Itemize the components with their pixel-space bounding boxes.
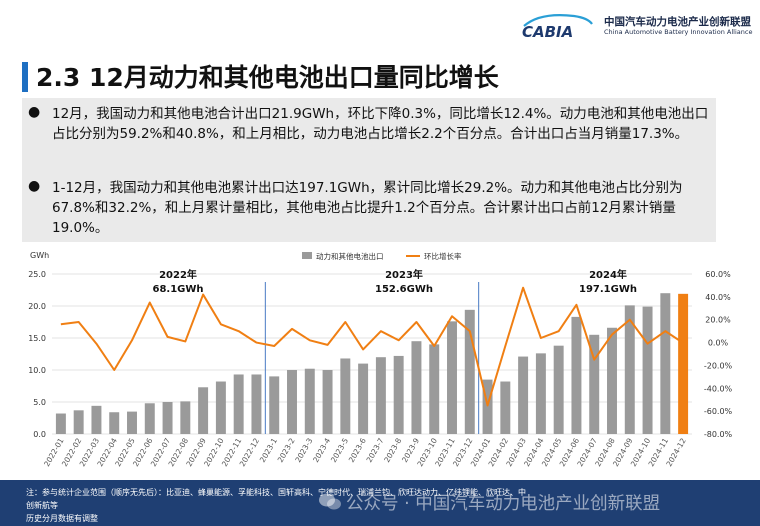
bar-2022-03 <box>91 405 102 434</box>
bar-2023-4 <box>322 370 333 434</box>
y-tick-label-left: 25.0 <box>28 270 46 279</box>
bullet-text-cumulative: 1-12月，我国动力和其他电池累计出口达197.1GWh，累计同比增长29.2%… <box>52 180 683 236</box>
annotation-year: 2022年 <box>159 268 197 281</box>
bar-2022-08 <box>180 401 191 434</box>
bar-2022-07 <box>162 402 173 434</box>
y-tick-label-right: 0.0% <box>708 339 729 348</box>
bar-2023-1 <box>269 376 280 434</box>
annotation-total: 197.1GWh <box>579 284 637 295</box>
y-tick-label-right: 40.0% <box>705 293 731 302</box>
annotation-total: 68.1GWh <box>152 284 203 295</box>
legend-label-bar: 动力和其他电池出口 <box>316 251 384 261</box>
bar-2024-09 <box>624 305 635 434</box>
y-tick-label-left: 5.0 <box>33 398 46 407</box>
bar-2023-7 <box>375 357 386 434</box>
bar-2024-07 <box>589 334 600 434</box>
annotation-year: 2023年 <box>385 268 423 281</box>
y-tick-label-right: -60.0% <box>704 407 733 416</box>
year-annotations: 2022年 68.1GWh 2023年 152.6GWh 2024年 197.1GWh <box>152 268 637 295</box>
annotation-year: 2024年 <box>589 268 627 281</box>
bullet-dot-icon: ● <box>28 104 41 120</box>
annotation-total: 152.6GWh <box>375 284 433 295</box>
legend-swatch-bar <box>302 252 312 259</box>
x-axis-labels: 2022-012022-022022-032022-042022-052022-… <box>42 436 688 468</box>
watermark-text: 公众号 · 中国汽车动力电池产业创新联盟 <box>346 494 661 514</box>
brand-name-cn: 中国汽车动力电池产业创新联盟 <box>604 16 751 28</box>
footer-bar: 注：参与统计企业范围（顺序无先后）：比亚迪、蜂巢能源、孚能科技、国轩高科、宁德时… <box>0 480 760 526</box>
bullet-text-monthly: 12月，我国动力和其他电池合计出口21.9GWh，环比下降0.3%，同比增长12… <box>52 106 709 142</box>
y-tick-label-right: 20.0% <box>705 316 731 325</box>
bar-2023-5 <box>340 358 351 434</box>
cabia-logo-icon: CABIA <box>522 14 593 40</box>
bar-2023-8 <box>393 355 404 434</box>
bar-2023-3 <box>304 368 315 434</box>
y-tick-label-right: -40.0% <box>704 384 733 393</box>
growth-rate-line <box>60 286 684 407</box>
y-axis-right: -80.0% -60.0% -40.0% -20.0% 0.0% 20.0% 40.0% 60… <box>704 270 733 439</box>
bar-2023-6 <box>358 363 369 434</box>
chart-legend: 动力和其他电池出口 环比增长率 <box>302 251 462 261</box>
summary-box: ● 12月，我国动力和其他电池合计出口21.9GWh，环比下降0.3%，同比增长… <box>22 98 716 242</box>
y-tick-label-left: 15.0 <box>28 334 46 343</box>
bullet-dot-icon: ● <box>28 178 41 194</box>
brand-logo: CABIA 中国汽车动力电池产业创新联盟 China Automotive Ba… <box>518 12 754 40</box>
bar-2022-05 <box>127 411 137 434</box>
chart-gridlines <box>52 273 692 435</box>
bar-2023-2 <box>287 370 297 434</box>
bar-2022-01 <box>55 413 66 434</box>
bar-2024-05 <box>553 345 564 434</box>
page-title-bar: 2.3 12月动力和其他电池出口量同比增长 <box>22 54 712 98</box>
y-axis-unit-label: GWh <box>30 251 49 260</box>
y-tick-label-right: -20.0% <box>704 361 733 370</box>
bar-2024-01 <box>482 379 493 434</box>
footer-note-line1: 注：参与统计企业范围（顺序无先后）：比亚迪、蜂巢能源、孚能科技、国轩高科、宁德时… <box>26 488 526 510</box>
brand-name-en: China Automotive Battery Innovation Alli… <box>604 28 753 36</box>
bar-2023-10 <box>429 344 440 434</box>
bar-2022-02 <box>73 410 84 434</box>
y-tick-label-right: 60.0% <box>705 270 731 279</box>
bar-2024-08 <box>607 327 617 434</box>
legend-label-line: 环比增长率 <box>424 251 462 261</box>
wechat-icon <box>319 493 341 510</box>
bar-2023-9 <box>411 341 422 434</box>
bar-2024-06 <box>571 316 582 434</box>
bar-2024-10 <box>642 306 653 434</box>
bar-2024-12 <box>678 293 689 434</box>
bar-2023-11 <box>447 321 457 434</box>
bar-2024-04 <box>535 353 546 434</box>
bar-2022-11 <box>233 374 244 434</box>
year-dividers <box>264 282 480 434</box>
bar-2023-12 <box>464 309 475 434</box>
y-tick-label-left: 10.0 <box>28 366 46 375</box>
line-series <box>60 286 684 407</box>
export-chart: 0.0 5.0 10.0 15.0 20.0 25.0 -80.0% -60.0% -40.0… <box>28 251 733 468</box>
bar-2022-10 <box>215 381 226 434</box>
y-tick-label-right: -80.0% <box>704 430 733 439</box>
watermark: 公众号 · 中国汽车动力电池产业创新联盟 <box>318 489 760 515</box>
bar-2024-03 <box>518 356 529 434</box>
y-tick-label-left: 20.0 <box>28 302 46 311</box>
bar-2022-04 <box>109 412 120 434</box>
bar-series <box>55 293 689 434</box>
y-axis-left: 0.0 5.0 10.0 15.0 20.0 25.0 <box>28 270 46 439</box>
page-title: 2.3 12月动力和其他电池出口量同比增长 <box>36 63 499 92</box>
bar-2024-02 <box>500 381 511 434</box>
bar-2022-12 <box>251 374 262 434</box>
logo-wordmark: CABIA <box>522 23 573 40</box>
bar-2024-11 <box>660 293 671 434</box>
title-accent-bar <box>22 62 28 92</box>
footer-note-line2: 历史分月数据有调整 <box>26 514 98 523</box>
bar-2022-09 <box>198 387 209 434</box>
footer-note: 注：参与统计企业范围（顺序无先后）：比亚迪、蜂巢能源、孚能科技、国轩高科、宁德时… <box>26 486 526 525</box>
bar-2022-06 <box>144 403 155 434</box>
y-tick-label-left: 0.0 <box>33 430 46 439</box>
